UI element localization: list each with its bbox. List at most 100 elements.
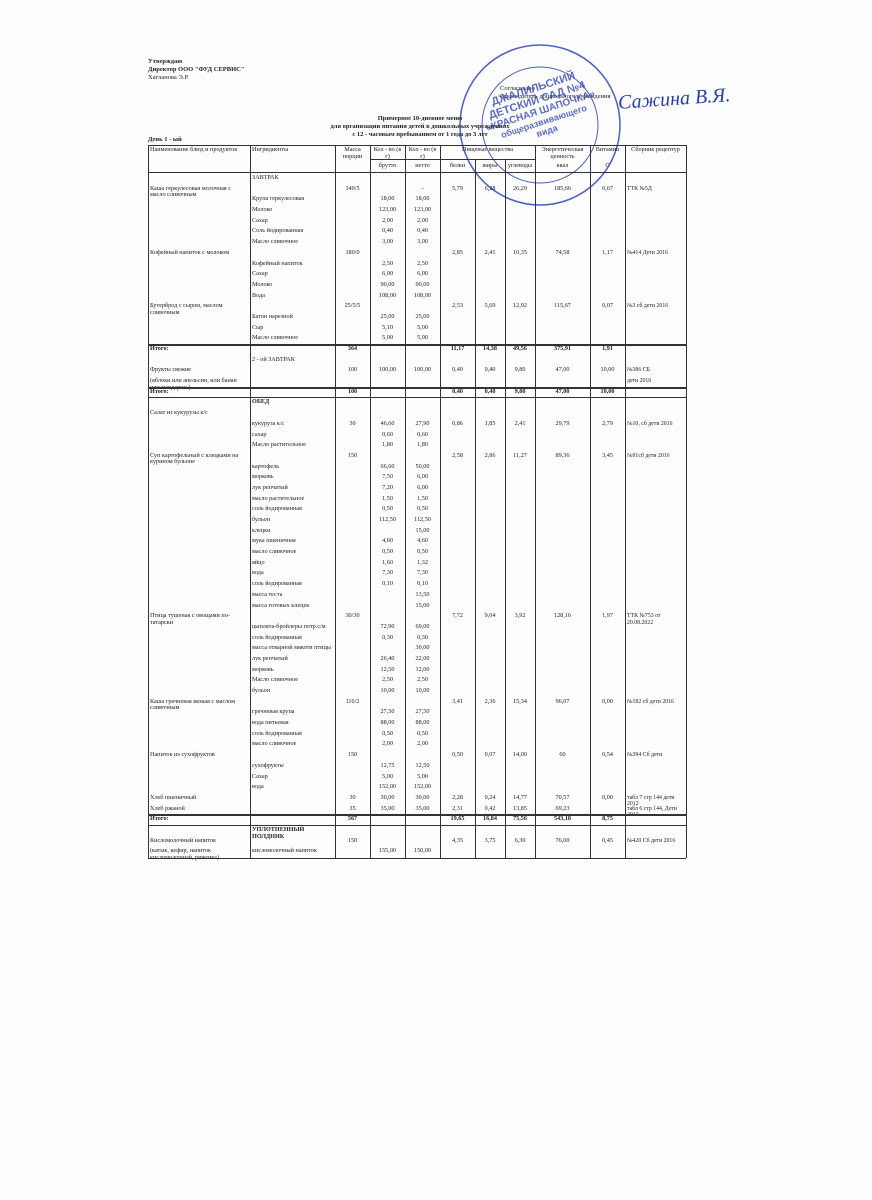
value-cell: 9,80 <box>514 366 526 374</box>
value-cell: №386 СБ <box>627 367 650 374</box>
approve-2: Директор ООО "ФУД СЕРВИС" <box>148 66 245 73</box>
value-cell: 2,58 <box>452 451 463 459</box>
value-cell: 26,29 <box>513 184 527 192</box>
value-cell: 15,00 <box>415 526 430 534</box>
ingredient: мука пшеничная <box>252 537 296 545</box>
value-cell: 0,40 <box>382 227 393 235</box>
value-cell: 0,40 <box>484 387 496 395</box>
value-cell: №3 сб дети 2016 <box>627 303 669 310</box>
value-cell: №394 Сб дети <box>627 752 663 759</box>
value-cell: 35 <box>349 804 356 812</box>
value-cell: 30,00 <box>415 793 430 801</box>
ingredient: УПЛОТНЕННЫЙ ПОЛДНИК <box>252 825 305 840</box>
value-cell: 100 <box>347 366 358 374</box>
value-cell: №414 Дети 2016 <box>627 249 668 256</box>
value-cell: 5,10 <box>382 323 393 331</box>
value-cell: 6,28 <box>484 184 496 192</box>
value-cell: 14,38 <box>483 345 497 352</box>
value-cell: 10,00 <box>600 366 615 374</box>
dish-name: Каша гречневая вязкая с маслом сливочным <box>150 697 236 712</box>
ingredient: 2 - ой ЗАВТРАК <box>252 355 295 363</box>
ingredient: лук репчатый <box>252 483 288 491</box>
ingredient: картофель <box>252 462 280 470</box>
value-cell: 11,17 <box>450 345 465 352</box>
value-cell: 7,72 <box>452 612 463 620</box>
ingredient: бульон <box>252 687 271 694</box>
dish-name: Итого: <box>150 815 169 823</box>
value-cell: 27,90 <box>415 419 430 427</box>
value-cell: 3,41 <box>452 697 463 705</box>
value-cell: 49,56 <box>513 345 527 352</box>
header-subcell: ккал <box>556 162 569 169</box>
ingredient: масло растительное <box>252 494 305 502</box>
value-cell: 155,00 <box>378 847 396 855</box>
value-cell: 1,85 <box>484 419 496 427</box>
ingredient: соль йодированная <box>252 729 302 737</box>
value-cell: 2,53 <box>452 302 463 310</box>
ingredient: кукуруза к/с <box>252 419 285 427</box>
h-line <box>148 344 686 346</box>
value-cell: 140/5 <box>345 184 360 192</box>
value-cell: 6,00 <box>417 270 428 278</box>
ingredient: Вода <box>252 291 265 299</box>
ingredient: Кофейный напиток <box>252 259 303 267</box>
header-subcell: нетто <box>415 162 430 169</box>
value-cell: 25/5/5 <box>344 302 361 310</box>
value-cell: 15,00 <box>415 601 430 609</box>
value-cell: 30 <box>349 419 356 427</box>
value-cell: 2,00 <box>382 216 393 224</box>
v-line <box>505 159 506 858</box>
value-cell: 0,07 <box>484 751 496 759</box>
value-cell: 2,86 <box>484 451 496 459</box>
value-cell: 3,75 <box>484 836 496 844</box>
v-line <box>148 145 149 858</box>
ingredient: морковь <box>252 665 274 673</box>
ingredient: Молоко <box>252 206 273 214</box>
value-cell: 0,50 <box>417 505 428 513</box>
value-cell: 26,40 <box>380 654 395 662</box>
value-cell: 5,00 <box>417 323 428 331</box>
value-cell: 0,50 <box>452 751 463 759</box>
value-cell: 12,92 <box>513 302 527 310</box>
value-cell: 30 <box>349 793 356 801</box>
value-cell: 14,00 <box>513 751 527 759</box>
v-line <box>440 145 441 858</box>
value-cell: 3,92 <box>514 612 526 620</box>
value-cell: 60 <box>559 751 566 759</box>
value-cell: 0,42 <box>484 804 496 812</box>
value-cell: 0,40 <box>484 366 496 374</box>
value-cell: 5,00 <box>382 772 393 780</box>
dish-name: Бутерброд с сыром, маслом сливочным <box>150 302 223 316</box>
value-cell: 9,80 <box>514 387 526 395</box>
v-line <box>590 145 591 858</box>
title-2: для организации питания детей в дошкольн… <box>330 123 510 130</box>
value-cell: №420 Сб дети 2016 <box>627 837 676 844</box>
value-cell: 0,50 <box>417 548 428 556</box>
v-line <box>625 145 626 858</box>
value-cell: табл 7 стр 144 дети 2012 <box>627 794 675 808</box>
value-cell: 0,67 <box>602 184 613 192</box>
dish-name: Салат из кукурузы к/с <box>150 409 208 417</box>
ingredient: Сахар <box>252 772 268 780</box>
value-cell: 13,85 <box>513 804 527 812</box>
value-cell: 5,69 <box>484 302 496 310</box>
value-cell: 2,50 <box>417 259 428 267</box>
value-cell: 0,86 <box>452 419 463 427</box>
value-cell: 14,77 <box>513 793 527 801</box>
value-cell: 110/2 <box>345 697 360 705</box>
dish-name: Итого: <box>150 345 169 352</box>
day-label: День 1 - ый <box>148 136 182 143</box>
value-cell: №182 сб дети 2016 <box>627 698 674 705</box>
value-cell: 90,00 <box>415 280 430 288</box>
value-cell: 7,50 <box>382 473 393 481</box>
value-cell: 10,00 <box>380 687 395 694</box>
value-cell: 108,00 <box>378 291 396 299</box>
header-subcell: С <box>605 162 610 169</box>
value-cell: 1,17 <box>602 248 613 256</box>
dish-name: Хлеб пшеничный <box>150 793 197 801</box>
value-cell: 108,00 <box>413 291 431 299</box>
ingredient: вода <box>252 569 264 577</box>
value-cell: 0,40 <box>417 227 428 235</box>
header-subcell: брутто <box>378 162 397 169</box>
value-cell: 1,97 <box>602 612 613 620</box>
